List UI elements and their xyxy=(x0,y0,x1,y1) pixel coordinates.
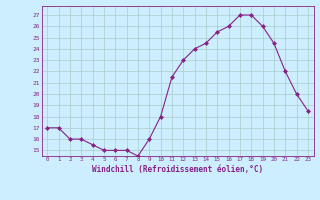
X-axis label: Windchill (Refroidissement éolien,°C): Windchill (Refroidissement éolien,°C) xyxy=(92,165,263,174)
